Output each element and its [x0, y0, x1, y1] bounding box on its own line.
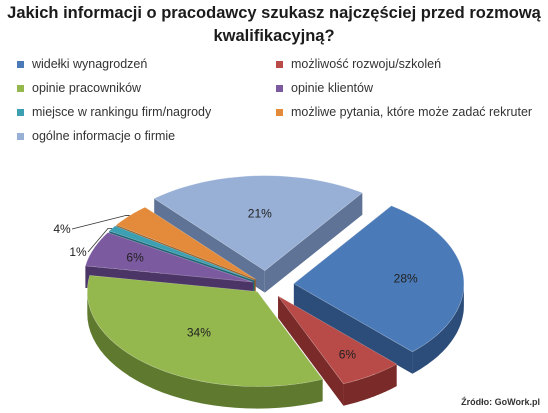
pie-slice-label: 34%: [187, 325, 211, 339]
chart-title: Jakich informacji o pracodawcy szukasz n…: [7, 4, 541, 45]
legend-swatch: [17, 108, 24, 116]
legend-label: miejsce w rankingu firm/nagrody: [32, 105, 212, 119]
legend-swatch: [276, 84, 283, 92]
legend-label: opinie klientów: [291, 81, 373, 95]
pie-slice-top: [293, 205, 465, 353]
legend-label: ogólne informacje o firmie: [32, 129, 176, 143]
pie-slice-label: 6%: [339, 348, 357, 362]
legend-label: możliwość rozwoju/szkoleń: [291, 57, 442, 71]
pie-slice: [277, 295, 398, 406]
chart-legend: widełki wynagrodzeń możliwość rozwoju/szk…: [0, 55, 548, 150]
legend-swatch: [276, 60, 283, 68]
pie-slice-wall: [278, 296, 344, 406]
legend-item: możliwość rozwoju/szkoleń: [276, 57, 441, 71]
pie-slice-top: [115, 206, 256, 280]
pie-slice-wall: [264, 192, 363, 293]
legend-item: ogólne informacje o firmie: [17, 129, 175, 143]
pie-slice-side: [87, 291, 323, 409]
pie-slice-top: [84, 232, 253, 283]
legend-item: możliwe pytania, które może zadać rekrut…: [276, 105, 532, 119]
pie-label-leader-line: [71, 215, 130, 230]
legend-swatch: [276, 108, 283, 116]
pie-slice-top: [86, 275, 324, 387]
pie-slice-label: 6%: [126, 250, 144, 264]
pie-slice-wall: [293, 283, 413, 374]
pie-label-leader-line: [87, 227, 113, 253]
pie-slice: [86, 275, 324, 409]
pie-slice-label: 28%: [394, 272, 418, 286]
legend-item: opinie klientów: [276, 81, 373, 95]
legend-label: opinie pracowników: [32, 81, 142, 95]
legend-label: możliwe pytania, które może zadać rekrut…: [291, 105, 533, 119]
pie-slice-side: [412, 283, 464, 374]
pie-slice-top: [277, 295, 398, 385]
legend-label: widełki wynagrodzeń: [32, 57, 148, 71]
pie-slice-label: 4%: [53, 222, 71, 236]
legend-swatch: [17, 132, 24, 140]
legend-item: miejsce w rankingu firm/nagrody: [17, 105, 211, 119]
pie-slice-label: 1%: [69, 245, 87, 259]
legend-item: widełki wynagrodzeń: [17, 57, 147, 71]
pie-slice-label: 21%: [248, 207, 272, 221]
pie-slice: [293, 205, 465, 374]
legend-swatch: [17, 84, 24, 92]
pie-slice-top: [153, 175, 363, 271]
legend-swatch: [17, 60, 24, 68]
legend-item: opinie pracowników: [17, 81, 141, 95]
source-note: Źródło: GoWork.pl: [461, 397, 540, 407]
